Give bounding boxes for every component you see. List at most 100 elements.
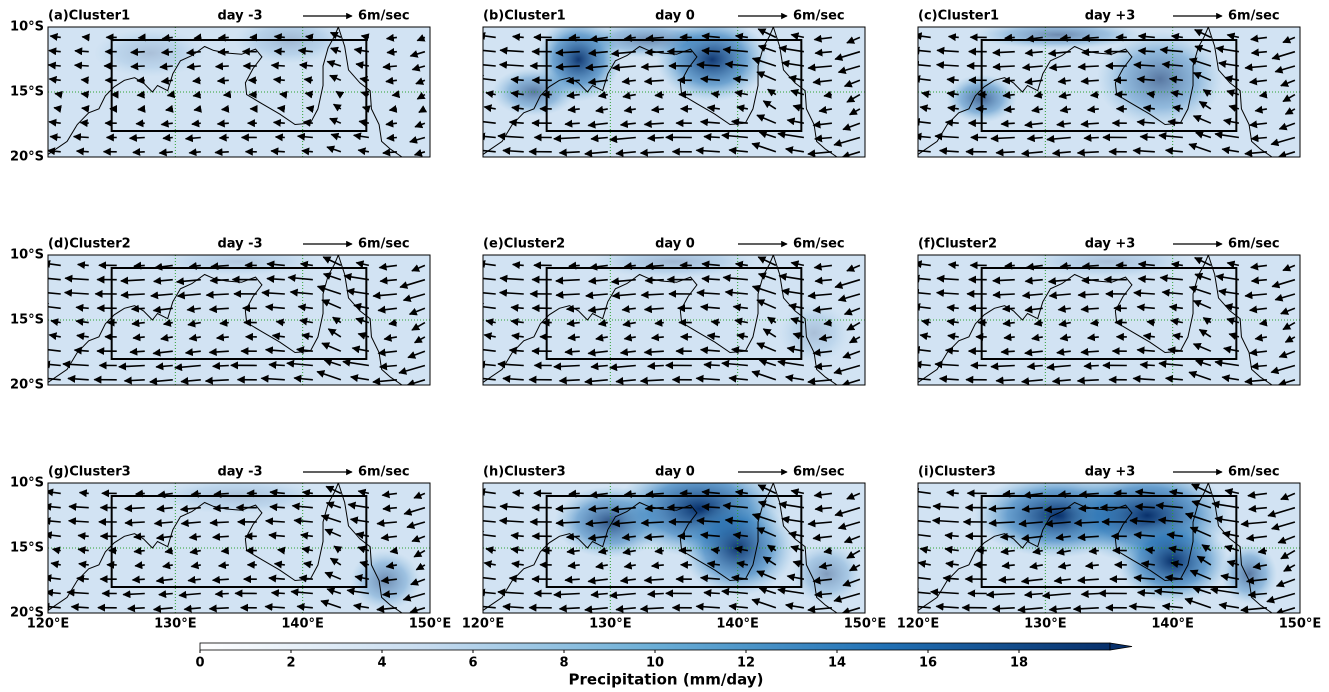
wind-vector — [483, 117, 496, 126]
map-area — [483, 27, 865, 157]
wind-vector — [643, 305, 664, 314]
wind-vector — [1164, 574, 1183, 582]
wind-vector — [260, 374, 285, 383]
wind-vector — [918, 520, 931, 523]
wind-vector — [330, 46, 342, 55]
wind-vector — [918, 260, 931, 269]
wind-vector — [81, 33, 90, 42]
wind-vector — [265, 517, 285, 526]
wind-vector — [623, 561, 636, 570]
map-frame — [47, 254, 431, 386]
wind-vector — [187, 575, 201, 584]
wind-vector — [781, 287, 805, 296]
wind-vector — [944, 531, 959, 540]
wind-vector — [1078, 490, 1099, 499]
wind-vector — [483, 530, 496, 539]
wind-vector — [1210, 586, 1239, 595]
wind-vector — [1002, 91, 1015, 100]
wind-vector — [413, 335, 426, 344]
wind-vector — [918, 149, 931, 153]
wind-vector — [1021, 504, 1043, 513]
wind-vector — [992, 290, 1015, 299]
wind-vector — [329, 31, 342, 40]
wind-vector — [1018, 519, 1043, 528]
wind-vector — [270, 147, 285, 156]
wind-vector — [132, 333, 145, 342]
wind-vector — [483, 377, 496, 381]
wind-vector — [1048, 605, 1071, 613]
wind-vector — [1189, 526, 1212, 538]
wind-vector — [842, 578, 861, 587]
wind-vector — [946, 318, 959, 327]
wind-vector — [411, 321, 426, 331]
colorbar-label: Precipitation (mm/day) — [569, 671, 764, 689]
region-box — [110, 495, 368, 588]
wind-vector — [918, 288, 931, 297]
wind-vector — [758, 130, 777, 139]
wind-vector — [1026, 134, 1043, 143]
wind-vector — [1072, 604, 1099, 613]
wind-vector — [998, 575, 1015, 584]
wind-vector — [650, 561, 664, 570]
wind-vector — [623, 33, 636, 42]
wind-vector — [483, 360, 496, 369]
wind-vector — [1280, 79, 1296, 87]
wind-vector — [357, 488, 370, 497]
wind-vector — [597, 91, 608, 99]
wind-vector — [1146, 318, 1155, 327]
wind-vector — [988, 518, 1015, 527]
wind-vector — [1077, 533, 1099, 542]
wind-vector — [918, 274, 931, 283]
wind-vector — [734, 317, 748, 326]
wind-vector — [734, 545, 748, 554]
wind-vector — [499, 274, 524, 283]
wind-vector — [946, 303, 959, 312]
wind-vector — [411, 264, 426, 272]
wind-vector — [696, 61, 720, 70]
wind-vector — [918, 605, 931, 609]
wind-vector — [63, 288, 89, 297]
wind-vector — [321, 342, 342, 352]
wind-vector — [1076, 376, 1099, 385]
wind-vector — [1053, 576, 1071, 585]
wind-vector — [1188, 370, 1212, 381]
wind-vector — [327, 328, 342, 338]
wind-vector — [1244, 149, 1267, 157]
wind-vector — [812, 533, 832, 542]
wind-vector — [1029, 561, 1043, 570]
wind-vector — [1226, 32, 1240, 41]
wind-vector — [921, 318, 931, 327]
wind-vector — [751, 598, 777, 609]
wind-vector — [935, 61, 959, 70]
reference-label: 6m/sec — [358, 9, 410, 24]
wind-vector — [77, 546, 89, 555]
wind-vector — [321, 299, 342, 310]
reference-label: 6m/sec — [358, 237, 410, 252]
wind-vector — [1248, 504, 1267, 513]
wind-vector — [721, 359, 748, 368]
wind-vector — [1081, 48, 1099, 57]
wind-vector — [1223, 117, 1240, 126]
wind-vector — [834, 278, 861, 289]
wind-vector — [644, 276, 664, 285]
wind-vector — [1244, 63, 1267, 72]
wind-vector — [818, 561, 833, 570]
wind-vector — [1080, 347, 1099, 356]
wind-vector — [279, 90, 288, 99]
wind-vector — [1057, 561, 1071, 570]
wind-vector — [301, 545, 313, 554]
wind-vector — [1057, 304, 1071, 313]
wind-vector — [1056, 347, 1071, 356]
wind-vector — [935, 602, 959, 611]
wind-vector — [1278, 122, 1296, 131]
wind-vector — [217, 561, 229, 570]
wind-vector — [156, 504, 173, 513]
wind-vector — [80, 76, 89, 85]
wind-vector — [1044, 519, 1071, 528]
wind-vector — [767, 316, 777, 325]
wind-vector — [184, 348, 201, 357]
panel-label: (e)Cluster2 — [483, 237, 565, 252]
wind-vector — [297, 303, 313, 312]
wind-vector — [158, 590, 173, 599]
wind-vector — [1158, 132, 1183, 140]
